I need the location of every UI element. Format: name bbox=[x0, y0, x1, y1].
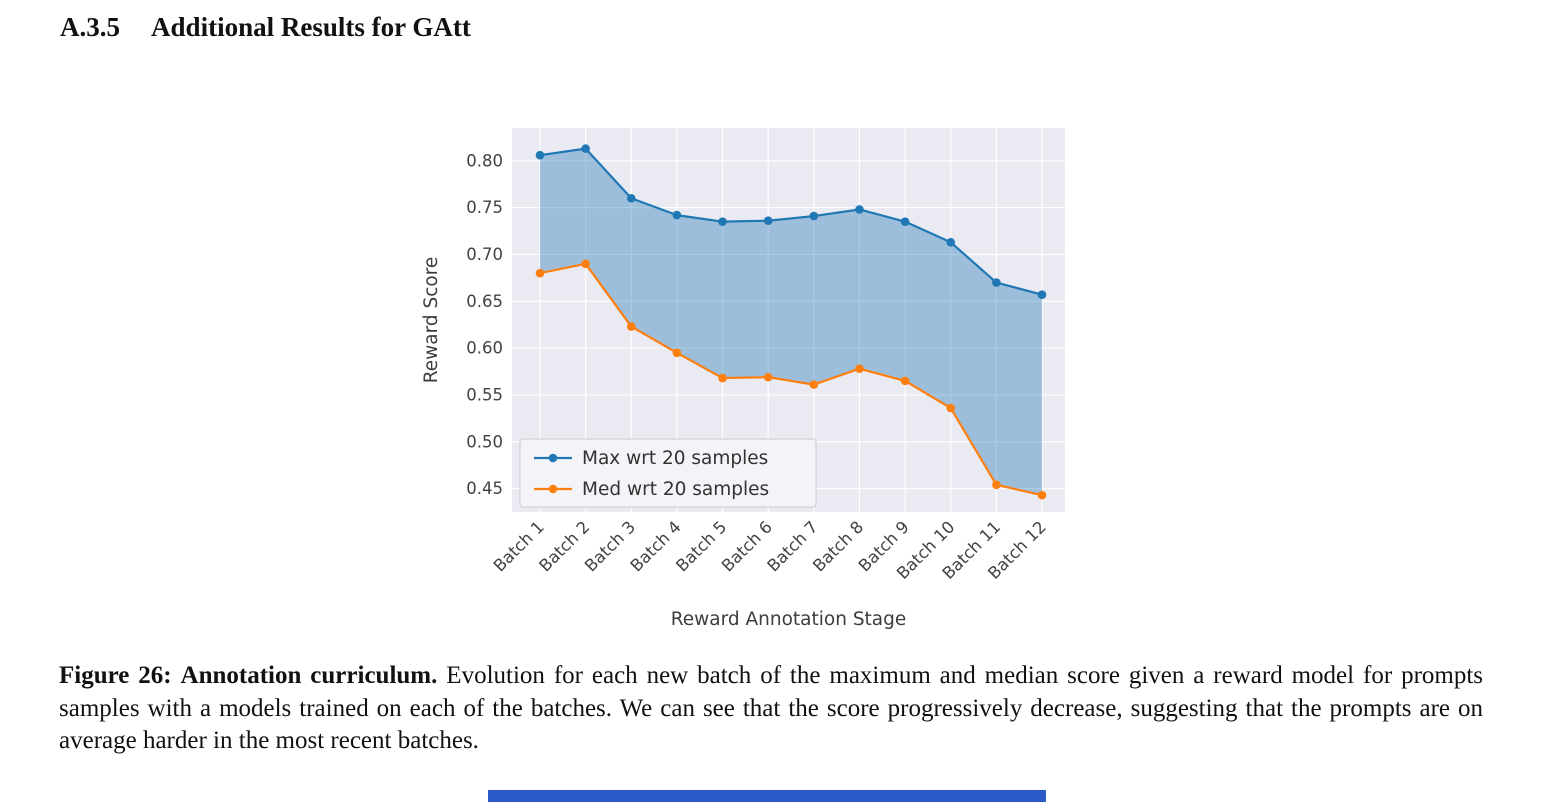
figure-caption-title: Annotation curriculum. bbox=[180, 662, 438, 689]
series-line-1 bbox=[539, 262, 1043, 497]
section-heading: A.3.5 Additional Results for GAtt bbox=[60, 12, 471, 43]
data-point bbox=[1037, 290, 1047, 300]
data-point bbox=[626, 322, 636, 331]
figure-caption-label: Figure 26: bbox=[59, 662, 172, 689]
data-point bbox=[535, 150, 545, 160]
figure-caption: Figure 26: Annotation curriculum. Evolut… bbox=[59, 660, 1483, 758]
section-number: A.3.5 bbox=[60, 12, 120, 42]
data-point bbox=[855, 364, 864, 374]
legend-marker bbox=[548, 453, 558, 463]
data-point bbox=[809, 211, 819, 221]
y-tick-label: 0.55 bbox=[466, 385, 503, 404]
data-point bbox=[900, 376, 910, 386]
x-axis-label: Reward Annotation Stage bbox=[671, 609, 907, 630]
data-point bbox=[900, 217, 910, 226]
data-point bbox=[809, 380, 819, 389]
legend: Max wrt 20 samples Med wrt 20 samples bbox=[519, 438, 817, 508]
data-point bbox=[718, 217, 727, 226]
series-markers-0 bbox=[535, 144, 1047, 300]
legend-box bbox=[519, 438, 817, 508]
figure-caption-body: Evolution for each new batch of the maxi… bbox=[59, 662, 1484, 754]
data-point bbox=[581, 259, 590, 269]
y-tick-label: 0.50 bbox=[466, 432, 503, 451]
data-point bbox=[1037, 490, 1047, 500]
cropped-next-element-bar bbox=[488, 790, 1046, 802]
y-tick-label: 0.60 bbox=[466, 339, 503, 358]
data-point bbox=[626, 193, 636, 203]
data-point bbox=[535, 268, 545, 278]
data-point bbox=[763, 216, 773, 226]
data-point bbox=[992, 278, 1001, 287]
legend-label: Med wrt 20 samples bbox=[582, 479, 769, 500]
fill-between-area bbox=[540, 148, 1042, 496]
y-axis-label: Reward Score bbox=[421, 257, 442, 384]
data-point bbox=[946, 403, 956, 413]
y-tick-label: 0.65 bbox=[466, 292, 503, 311]
legend-marker bbox=[548, 484, 558, 494]
data-point bbox=[581, 144, 590, 153]
data-point bbox=[672, 348, 682, 358]
series-markers-1 bbox=[535, 259, 1047, 500]
data-point bbox=[992, 480, 1001, 490]
legend-label: Max wrt 20 samples bbox=[582, 448, 768, 469]
section-title: Additional Results for GAtt bbox=[151, 12, 471, 42]
data-point bbox=[672, 210, 682, 220]
data-point bbox=[718, 373, 727, 383]
data-point bbox=[855, 205, 864, 214]
y-tick-label: 0.75 bbox=[466, 198, 503, 217]
data-point bbox=[946, 237, 956, 247]
data-point bbox=[763, 372, 773, 382]
y-tick-label: 0.70 bbox=[466, 245, 503, 264]
series-line-0 bbox=[539, 147, 1043, 296]
y-tick-label: 0.45 bbox=[466, 479, 503, 498]
y-tick-label: 0.80 bbox=[466, 151, 503, 170]
